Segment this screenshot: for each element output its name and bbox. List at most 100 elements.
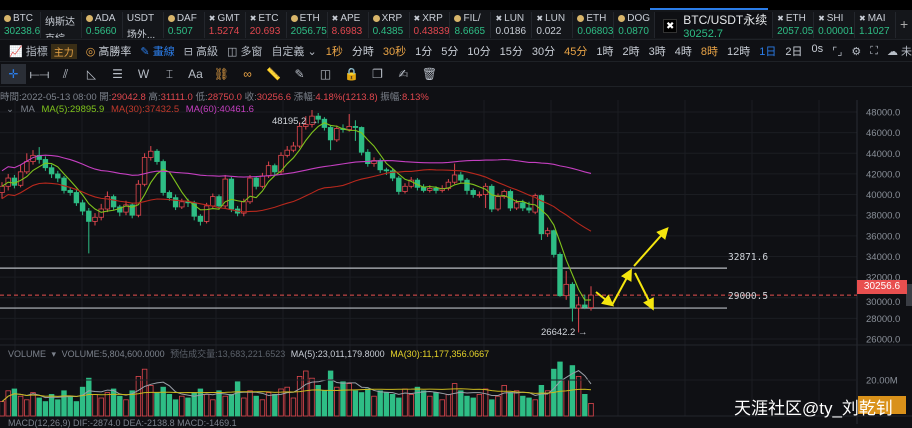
candle-body	[532, 195, 538, 213]
ruler-icon[interactable]: 📏	[266, 67, 281, 81]
volume-bar	[247, 390, 253, 417]
custom-dropdown[interactable]: 自定義 ⌄	[271, 43, 316, 59]
ticker-item[interactable]: ✖ ETH 2057.05	[773, 12, 815, 38]
candle-body	[489, 185, 495, 210]
interval-3[interactable]: 1分	[415, 46, 433, 58]
text-icon[interactable]: Aa	[188, 67, 203, 81]
volume-bar	[104, 392, 111, 417]
ticker-item[interactable]: FIL/8.6665	[450, 12, 492, 38]
interval-13[interactable]: 8時	[700, 46, 718, 58]
pen-icon[interactable]: ✎	[294, 67, 305, 81]
segment-icon[interactable]: ⟝⟞	[29, 67, 50, 81]
ticker-item[interactable]: DAF 0.507	[164, 12, 205, 38]
volume-dropdown-icon[interactable]: ▾	[51, 349, 57, 359]
ticker-item[interactable]: ✖ ETC 20.693	[246, 12, 287, 38]
lock-icon[interactable]: 🔒	[344, 67, 359, 81]
volume-bar	[389, 393, 396, 417]
volume-bar	[464, 395, 470, 417]
ticker-item[interactable]: ETH 2056.75	[287, 12, 328, 38]
high-win-button[interactable]: ◎ 高勝率	[85, 46, 132, 58]
triangle-icon[interactable]: ◺	[86, 67, 97, 81]
draw-button[interactable]: ✎ 畫線	[140, 46, 175, 58]
watermark-highlight	[858, 396, 906, 414]
volume-bar	[445, 393, 452, 417]
volume-bar	[259, 399, 266, 417]
ticker-item[interactable]: 纳斯达克綜...	[41, 12, 82, 38]
screenshot-icon[interactable]: ⌜⌟	[832, 45, 843, 58]
candle-body	[544, 230, 551, 235]
price-range-icon[interactable]: ⌶	[165, 67, 174, 81]
volume-bar	[234, 381, 241, 417]
add-ticker-icon[interactable]: +	[899, 16, 909, 32]
ticker-item[interactable]: ✖ SHI 0.00001	[814, 12, 856, 38]
candle-body	[166, 192, 173, 199]
interval-5[interactable]: 10分	[467, 46, 491, 58]
ticker-item[interactable]: USDT 场外...	[123, 12, 164, 38]
interval-0[interactable]: 1秒	[325, 46, 343, 58]
volume-bar	[24, 399, 30, 417]
note-icon[interactable]: ✍	[398, 67, 409, 81]
layout-dropdown[interactable]: ☁ 未命名 ⌄	[887, 43, 912, 59]
interval-15[interactable]: 1日	[759, 46, 777, 58]
interval-4[interactable]: 5分	[441, 46, 459, 58]
link-icon[interactable]: ∞	[243, 67, 252, 81]
candle-body	[17, 171, 24, 186]
interval-17[interactable]: 0s	[811, 43, 824, 55]
ticker-value: 克綜...	[45, 30, 81, 38]
ticker-item[interactable]: BTC 30238.6	[0, 12, 41, 38]
interval-14[interactable]: 12時	[726, 46, 751, 58]
fullscreen-icon[interactable]: ⛶	[870, 44, 878, 57]
interval-7[interactable]: 30分	[531, 46, 556, 58]
ticker-item[interactable]: ✖ LUN 0.0186	[491, 12, 533, 38]
close-value: 30256.6	[256, 92, 292, 103]
ticker-item[interactable]: ADA 0.5660	[82, 12, 123, 38]
ticker-name: ETH	[299, 13, 320, 24]
ticker-value: 场外...	[126, 30, 156, 38]
interval-10[interactable]: 2時	[622, 46, 640, 58]
ticker-item[interactable]: DOG 0.0870	[614, 12, 656, 38]
volume-bar	[11, 388, 18, 417]
advanced-button[interactable]: ⊟ 高級	[183, 46, 218, 58]
magnet-icon[interactable]: ⛓	[213, 67, 230, 81]
crosshair-icon[interactable]: ✛	[1, 64, 26, 84]
ticker-item[interactable]: ✖ XRP 0.43839	[410, 12, 451, 38]
price-tick-label: 38000.0	[866, 211, 900, 222]
copy-icon[interactable]: ❐	[372, 67, 383, 81]
interval-11[interactable]: 3時	[648, 46, 666, 58]
ma30-value: MA(30):37432.5	[110, 104, 180, 115]
interval-16[interactable]: 2日	[785, 46, 803, 58]
ticker-item[interactable]: XRP 0.4385	[369, 12, 410, 38]
volume-bar	[482, 388, 489, 417]
volume-bar	[222, 395, 228, 417]
parallel-channel-icon[interactable]: ⫽	[62, 67, 69, 81]
ticker-item[interactable]: ✖ LUN 0.022	[532, 12, 574, 38]
candle-body	[389, 170, 396, 179]
interval-9[interactable]: 1時	[596, 46, 614, 58]
price-tick-label: 44000.0	[866, 149, 900, 160]
trash-icon[interactable]: 🗑	[421, 67, 438, 81]
main-badge[interactable]: 主力	[50, 43, 77, 59]
ticker-item[interactable]: ✖ MAI 1.1027	[855, 12, 896, 38]
price-tick-label: 48000.0	[866, 108, 900, 119]
ticker-item-active[interactable]: ✖ BTC/USDT永续 30252.7	[655, 12, 774, 38]
settings-icon[interactable]: ⚙	[851, 45, 862, 58]
collapse-chevron-icon[interactable]: ⌄	[6, 104, 14, 115]
interval-1[interactable]: 分時	[351, 46, 374, 58]
ma-title: MA	[20, 104, 35, 115]
candle-body	[526, 207, 532, 211]
interval-12[interactable]: 4時	[674, 46, 692, 58]
multi-window-button[interactable]: ◫ 多窗	[226, 46, 263, 58]
ticker-item[interactable]: ✖ APE 8.6983	[328, 12, 369, 38]
volume-bar	[210, 399, 216, 417]
ticker-item[interactable]: ETH 0.06803	[573, 12, 615, 38]
ticker-item[interactable]: ✖ GMT 1.5274	[205, 12, 246, 38]
interval-8[interactable]: 45分	[564, 46, 588, 58]
interval-6[interactable]: 15分	[499, 46, 523, 58]
interval-2[interactable]: 30秒	[382, 46, 407, 58]
indicators-button[interactable]: 📈 指標	[9, 46, 48, 58]
horizontal-lines-icon[interactable]: ☰	[112, 67, 123, 81]
eye-icon[interactable]: ◫	[319, 67, 332, 81]
wave-icon[interactable]: W	[137, 67, 150, 81]
candle-body	[396, 177, 402, 192]
